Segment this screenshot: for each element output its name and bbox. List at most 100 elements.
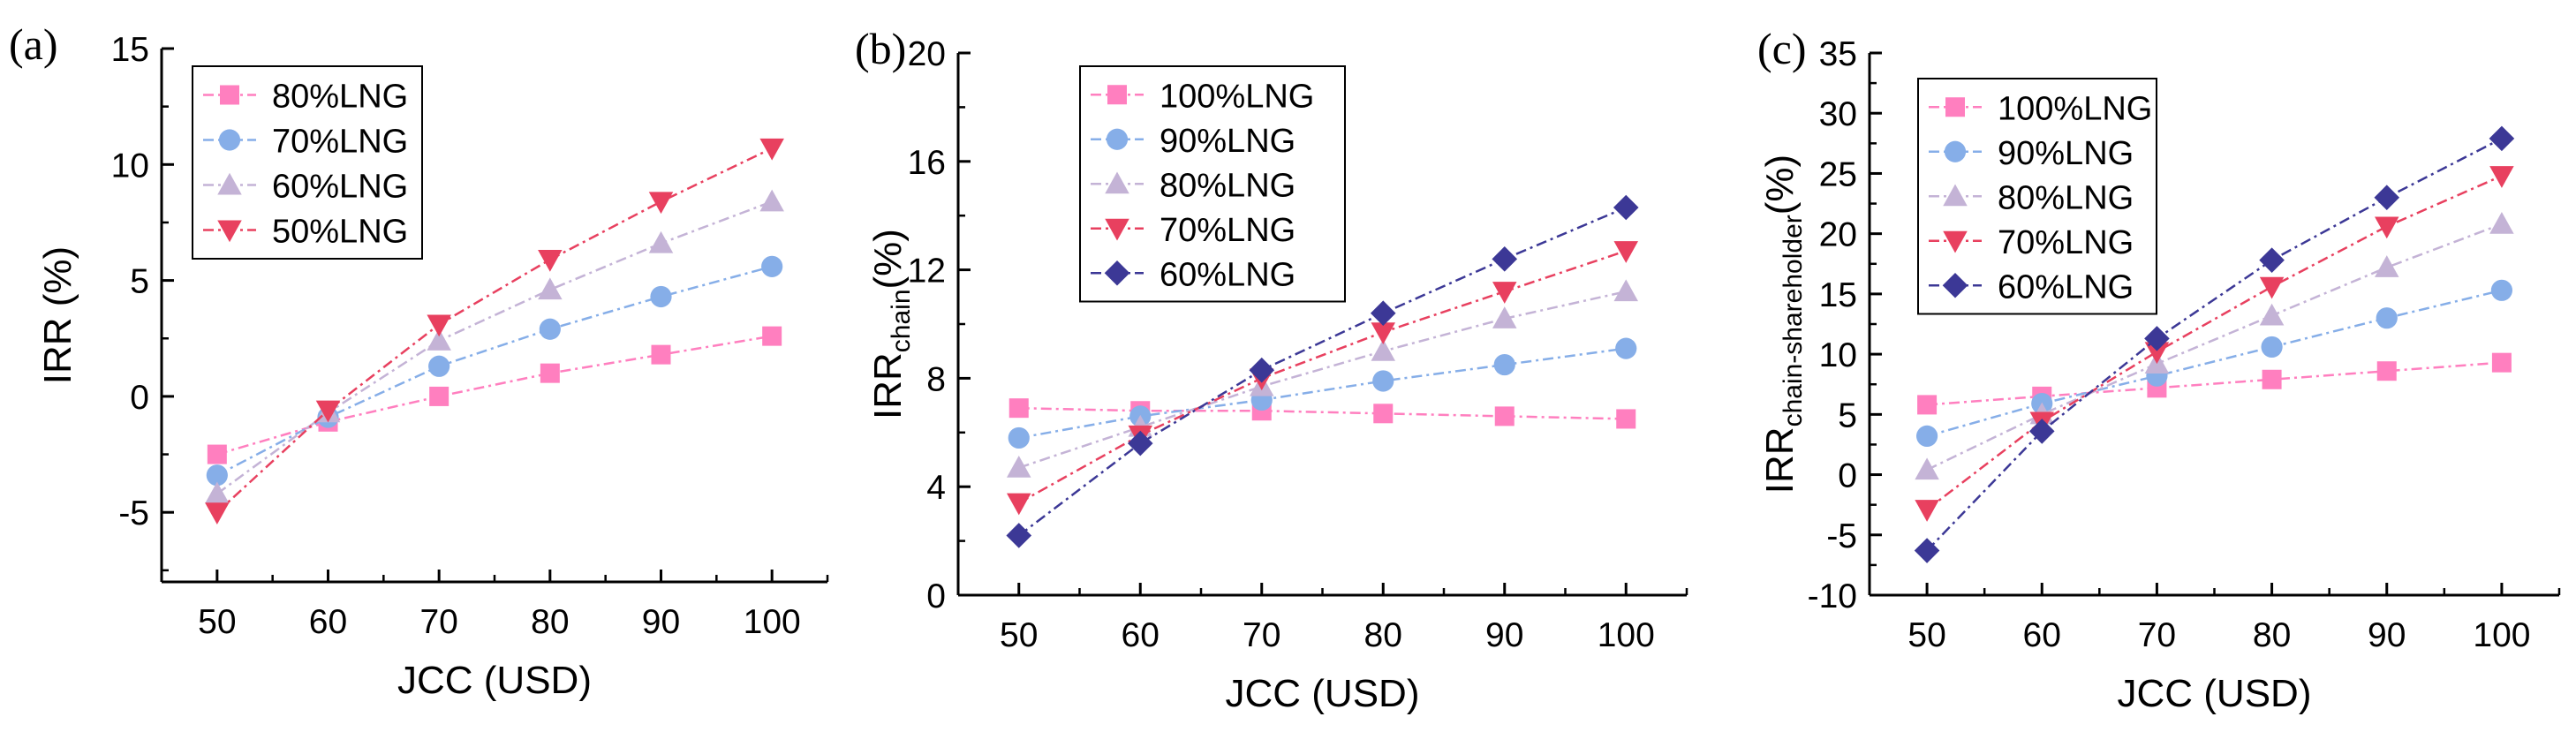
series-60%LNG — [1914, 125, 2515, 563]
data-point — [650, 285, 672, 308]
legend-marker — [217, 220, 242, 243]
legend-marker — [1106, 128, 1129, 150]
legend-entry: 70%LNG — [1998, 224, 2134, 261]
y-tick-label: 4 — [926, 469, 946, 507]
legend-marker — [1945, 97, 1965, 117]
data-point — [427, 314, 451, 337]
data-point — [538, 249, 563, 272]
y-axis-title-suffix: (%) — [866, 229, 910, 289]
y-tick-label: -10 — [1808, 577, 1857, 615]
data-point — [1006, 523, 1032, 548]
panel-label: (c) — [1757, 24, 1807, 73]
data-point — [1616, 409, 1636, 429]
data-point — [1915, 425, 1938, 447]
y-tick-label: 16 — [908, 144, 946, 182]
data-point — [761, 255, 783, 277]
data-point — [1008, 426, 1030, 449]
x-tick-label: 80 — [2253, 616, 2291, 654]
data-point — [540, 363, 560, 383]
legend-entry: 80%LNG — [272, 79, 408, 116]
series-line — [1018, 406, 1627, 420]
y-tick-label: 5 — [1838, 396, 1857, 434]
series-50%LNG — [205, 138, 784, 524]
data-point — [2489, 212, 2514, 234]
y-tick-label: 35 — [1819, 35, 1857, 73]
data-point — [2489, 166, 2514, 188]
data-point — [428, 355, 450, 377]
legend-marker — [220, 85, 239, 105]
legend-entry: 60%LNG — [1998, 268, 2134, 306]
y-tick-label: 10 — [111, 147, 149, 185]
data-point — [2376, 307, 2398, 329]
legend-entry: 70%LNG — [1160, 212, 1296, 249]
data-point — [1917, 395, 1938, 415]
legend-entry: 60%LNG — [1160, 256, 1296, 293]
legend-marker — [1943, 184, 1968, 207]
data-point — [1613, 194, 1639, 221]
data-point — [2375, 216, 2399, 239]
legend-marker — [1105, 171, 1129, 194]
data-point — [1370, 300, 1396, 327]
data-point — [1494, 406, 1515, 426]
series-line — [1926, 137, 2503, 552]
x-tick-label: 70 — [419, 603, 457, 641]
x-tick-label: 70 — [1243, 616, 1280, 654]
data-point — [1372, 370, 1394, 392]
x-axis-title: JCC (USD) — [397, 659, 592, 702]
x-tick-label: 90 — [642, 603, 680, 641]
data-point — [1613, 241, 1638, 263]
series-line — [1926, 361, 2503, 406]
data-point — [206, 464, 228, 487]
y-tick-label: 25 — [1819, 155, 1857, 193]
y-tick-label: 8 — [926, 360, 946, 398]
series-line — [1926, 289, 2503, 438]
x-axis-title: JCC (USD) — [2118, 672, 2312, 715]
series-line — [1017, 206, 1627, 537]
legend-marker — [1944, 140, 1967, 162]
legend-entry: 90%LNG — [1160, 123, 1296, 160]
legend-entry: 50%LNG — [272, 214, 408, 251]
series-line — [216, 265, 773, 477]
data-point — [205, 481, 230, 504]
data-point — [2261, 336, 2283, 358]
y-tick-label: 0 — [1838, 457, 1857, 495]
data-point — [1007, 455, 1031, 478]
legend-entry: 80%LNG — [1160, 167, 1296, 204]
series-line — [1926, 175, 2503, 511]
x-tick-label: 60 — [309, 603, 347, 641]
legend-marker — [1105, 218, 1129, 241]
data-point — [1007, 493, 1031, 516]
series-line — [215, 147, 773, 514]
legend-marker — [1943, 230, 1968, 253]
legend-marker — [218, 129, 241, 151]
data-point — [2374, 185, 2400, 211]
x-tick-label: 60 — [1122, 616, 1160, 654]
y-tick-label: 30 — [1819, 95, 1857, 133]
x-tick-label: 100 — [1598, 616, 1655, 654]
legend-box — [1917, 78, 2157, 315]
y-tick-label: 0 — [130, 379, 149, 417]
y-tick-label: -5 — [118, 494, 149, 532]
data-point — [427, 328, 451, 351]
y-tick-label: -5 — [1826, 517, 1857, 555]
legend-box — [1079, 65, 1346, 303]
series-80%LNG — [207, 326, 782, 464]
data-point — [539, 318, 561, 340]
data-point — [1915, 500, 1939, 522]
x-tick-label: 50 — [198, 603, 236, 641]
series-line — [1018, 347, 1627, 440]
legend-marker — [1107, 85, 1127, 105]
legend-entry: 100%LNG — [1998, 90, 2152, 127]
legend-entry: 80%LNG — [1998, 179, 2134, 216]
y-tick-label: 12 — [908, 253, 946, 291]
data-point — [2375, 255, 2399, 277]
y-tick-label: 15 — [111, 31, 149, 69]
y-axis-title-suffix: (%) — [1758, 155, 1802, 215]
x-tick-label: 50 — [1000, 616, 1038, 654]
x-tick-label: 70 — [2138, 616, 2176, 654]
x-tick-label: 90 — [2368, 616, 2406, 654]
data-point — [1914, 538, 1940, 563]
series-60%LNG — [1006, 194, 1639, 548]
